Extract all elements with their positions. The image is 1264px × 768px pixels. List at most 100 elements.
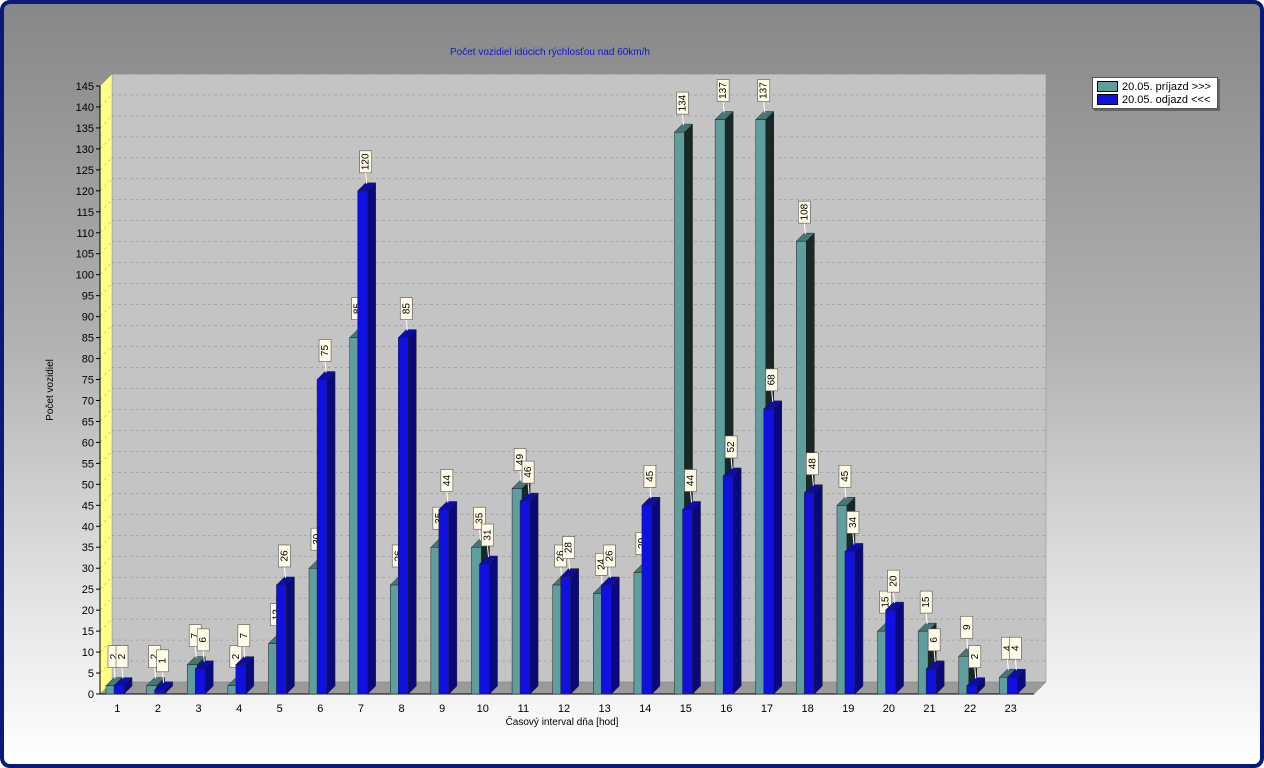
y-tick-label: 5 — [88, 668, 94, 680]
data-label-box — [196, 628, 210, 652]
data-label: 4 — [1010, 645, 1021, 651]
bar-top — [641, 497, 661, 506]
grid-line-side — [99, 639, 113, 653]
y-tick-label: 130 — [76, 144, 94, 156]
y-tick-label: 80 — [82, 354, 94, 366]
data-label-leader — [974, 667, 977, 679]
legend: 20.05. príjazd >>> 20.05. odjazd <<< — [1092, 77, 1218, 109]
grid-line-side — [99, 535, 113, 548]
y-tick-label: 35 — [82, 542, 94, 554]
y-tick-label: 20 — [82, 605, 94, 617]
data-label-box — [838, 465, 852, 488]
bar-top — [795, 232, 815, 242]
y-tick-label: 70 — [82, 395, 94, 407]
data-label: 35 — [474, 512, 485, 524]
legend-item-prijazd: 20.05. príjazd >>> — [1097, 80, 1211, 93]
bar-front — [966, 685, 978, 695]
y-tick-label: 140 — [76, 102, 94, 114]
data-label: 15 — [921, 596, 932, 608]
bar-front — [804, 492, 815, 695]
data-label-leader — [803, 223, 806, 235]
grid-line-side — [99, 367, 113, 380]
y-tick-label: 45 — [82, 500, 94, 512]
data-label-box — [846, 511, 860, 534]
legend-swatch-odjazd — [1097, 94, 1118, 105]
data-label-box — [968, 645, 982, 668]
data-label: 6 — [198, 637, 209, 643]
x-tick-label: 23 — [1005, 703, 1017, 715]
data-label-box — [765, 368, 779, 392]
bar-odjazd: 7 — [235, 624, 255, 695]
bar-odjazd: 28 — [560, 536, 580, 695]
grid-line-side — [99, 472, 113, 485]
bar-odjazd: 120 — [357, 150, 377, 695]
data-label: 46 — [523, 466, 534, 478]
data-label-box — [359, 150, 372, 174]
bar-odjazd: 26 — [600, 544, 620, 695]
data-label: 24 — [596, 558, 607, 570]
data-label-box — [716, 79, 730, 102]
bar-odjazd: 44 — [681, 469, 702, 695]
data-label-leader — [608, 566, 611, 579]
bar-front — [601, 584, 612, 695]
bar-side — [814, 484, 823, 695]
bar-top — [154, 681, 174, 691]
data-label-box — [757, 79, 771, 102]
bar-odjazd: 2 — [966, 645, 986, 695]
data-label-leader — [1006, 659, 1009, 671]
data-label: 2 — [109, 653, 120, 659]
bar-top — [763, 400, 783, 410]
data-label-leader — [763, 101, 766, 113]
data-label: 44 — [686, 475, 697, 487]
bar-front — [763, 408, 774, 695]
data-label-leader — [893, 592, 896, 604]
y-tick-label: 65 — [82, 416, 94, 428]
x-tick-label: 11 — [518, 703, 529, 715]
grid-line-side — [99, 514, 113, 527]
legend-label-prijazd: 20.05. príjazd >>> — [1122, 80, 1211, 93]
grid-line-side — [99, 283, 113, 296]
data-label-box — [318, 339, 332, 362]
data-label: 34 — [848, 516, 859, 528]
bar-front — [844, 551, 856, 695]
data-label-box — [927, 628, 941, 652]
y-tick-label: 50 — [82, 479, 94, 491]
bar-odjazd: 34 — [844, 511, 864, 695]
data-label-box — [724, 435, 738, 459]
bar-front — [113, 685, 125, 695]
data-label-leader — [722, 101, 725, 113]
data-label-leader — [852, 533, 855, 545]
bar-side — [692, 500, 701, 695]
data-label-leader — [933, 650, 936, 662]
data-label-leader — [527, 483, 530, 495]
data-label-leader — [844, 487, 847, 499]
bar-odjazd: 6 — [194, 628, 214, 695]
y-tick-label: 125 — [76, 165, 94, 177]
bar-front — [641, 505, 653, 695]
data-label-leader — [811, 474, 814, 486]
grid-line-side — [99, 94, 113, 108]
bar-side — [408, 328, 417, 695]
data-label-box — [603, 544, 616, 568]
bar-top — [844, 543, 864, 552]
data-label: 2 — [231, 653, 242, 659]
data-label: 134 — [678, 94, 689, 111]
data-label-leader — [283, 566, 286, 579]
data-label-box — [960, 615, 974, 639]
grid-line-side — [99, 262, 113, 275]
chart-back-wall — [111, 73, 1047, 683]
bar-top — [113, 677, 133, 686]
x-tick-label: 16 — [720, 703, 732, 715]
bar-top — [917, 622, 937, 632]
data-label-leader — [1014, 659, 1017, 671]
x-tick-label: 2 — [155, 703, 161, 715]
bar-odjazd: 75 — [316, 339, 336, 695]
data-label-box — [806, 452, 819, 476]
bar-side — [367, 182, 376, 695]
bar-odjazd: 52 — [722, 435, 742, 695]
bar-front — [276, 584, 287, 695]
bar-odjazd: 1 — [154, 649, 174, 695]
x-tick-label: 1 — [114, 703, 120, 715]
data-label-box — [1009, 636, 1022, 660]
